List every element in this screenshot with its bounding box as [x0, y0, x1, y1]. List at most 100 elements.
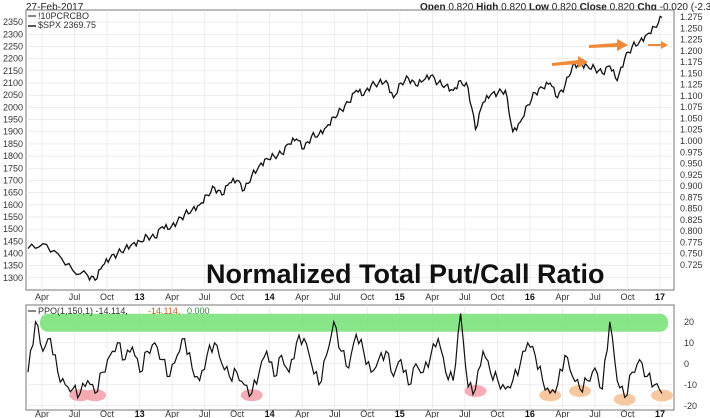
x-tick-label: Jul — [69, 409, 81, 418]
x-tick-label: Apr — [165, 292, 179, 302]
x-tick-label: 17 — [655, 292, 665, 302]
x-tick-label: Jul — [199, 409, 211, 418]
x-tick-label: 13 — [135, 292, 145, 302]
high-value: 0.820 — [501, 2, 527, 13]
x-axis-ppo: Apr Jul Oct 13 Apr Jul Oct 14 Apr Jul Oct 15 Apr Jul O… — [35, 409, 665, 418]
right-tick-label: 0.750 — [680, 249, 703, 259]
y-tick-label: 1400 — [3, 248, 23, 258]
y-tick-label: 1300 — [3, 273, 23, 283]
x-tick-label: 15 — [395, 292, 405, 302]
low-marker — [651, 389, 673, 402]
open-label: Open — [420, 2, 446, 13]
right-tick-label: 1.125 — [680, 80, 703, 90]
right-tick-label: 1.000 — [680, 136, 703, 146]
x-tick-label: Apr — [165, 409, 179, 418]
x-tick-label: 13 — [135, 409, 145, 418]
x-tick-label: Oct — [620, 292, 635, 302]
y-tick-label: 1850 — [3, 139, 23, 149]
y-tick-label: 2250 — [3, 42, 23, 52]
low-marker — [464, 385, 487, 397]
y-tick-label: 1950 — [3, 115, 23, 125]
x-tick-label: Jul — [589, 292, 601, 302]
right-tick-label: 1.275 — [680, 12, 703, 22]
right-tick-label: 1.250 — [680, 23, 703, 33]
x-tick-label: Jul — [69, 292, 81, 302]
x-tick-label: Oct — [490, 409, 505, 418]
x-tick-label: Oct — [100, 292, 115, 302]
x-tick-label: Jul — [459, 292, 471, 302]
x-tick-label: Oct — [230, 409, 245, 418]
ppo-tick-label: -10 — [684, 380, 697, 390]
y-tick-label: 1650 — [3, 188, 23, 198]
x-tick-label: Jul — [459, 409, 471, 418]
ppo-tick-label: 0 — [684, 359, 689, 369]
x-tick-label: Jul — [329, 409, 341, 418]
x-tick-label: Apr — [295, 409, 309, 418]
spx-line — [27, 15, 663, 282]
x-tick-label: Apr — [555, 409, 569, 418]
x-tick-label: 17 — [655, 409, 665, 418]
x-tick-label: 16 — [525, 409, 535, 418]
y-tick-label: 1500 — [3, 224, 23, 234]
y-tick-label: 2300 — [3, 29, 23, 39]
x-tick-label: Oct — [360, 409, 375, 418]
right-tick-label: 1.100 — [680, 91, 703, 101]
x-tick-label: Apr — [35, 292, 49, 302]
low-label: Low — [528, 2, 549, 13]
y-tick-label: 1700 — [3, 175, 23, 185]
ppo-tick-label: 10 — [684, 338, 694, 348]
low-marker — [568, 385, 591, 397]
price-grid — [26, 10, 674, 290]
ppo-tick-label: -20 — [684, 401, 697, 411]
orange-arrow — [589, 39, 628, 51]
x-tick-label: Apr — [425, 292, 439, 302]
ppo-tick-label: 20 — [684, 317, 694, 327]
x-tick-label: Oct — [100, 409, 115, 418]
ppo-line — [27, 313, 663, 400]
orange-arrow — [648, 41, 668, 49]
y-tick-label: 2150 — [3, 66, 23, 76]
low-marker — [539, 389, 562, 402]
right-tick-label: 0.725 — [680, 260, 703, 270]
right-tick-label: 1.050 — [680, 113, 703, 123]
x-tick-label: 16 — [525, 292, 535, 302]
x-tick-label: Apr — [295, 292, 309, 302]
ppo-legend-label: PPO(1,150,1) -14.114, — [38, 306, 128, 316]
highlight-band — [40, 313, 668, 332]
x-tick-label: Jul — [589, 409, 601, 418]
chg-label: Chg — [637, 2, 657, 13]
y-tick-label: 2050 — [3, 90, 23, 100]
y-tick-label: 1550 — [3, 212, 23, 222]
x-tick-label: 14 — [265, 292, 275, 302]
right-tick-label: 1.175 — [680, 57, 703, 67]
right-tick-label: 0.900 — [680, 181, 703, 191]
y-tick-label: 2350 — [3, 17, 23, 27]
y-tick-label: 1350 — [3, 261, 23, 271]
right-tick-label: 1.200 — [680, 46, 703, 56]
x-tick-label: Jul — [329, 292, 341, 302]
x-tick-label: Apr — [425, 409, 439, 418]
high-label: High — [476, 2, 499, 13]
right-tick-label: 0.875 — [680, 192, 703, 202]
y-tick-label: 1750 — [3, 163, 23, 173]
low-markers — [69, 385, 673, 406]
price-legend: !10PCRCBO $SPX 2369.75 — [28, 11, 96, 30]
y-tick-label: 1900 — [3, 127, 23, 137]
x-tick-label: Jul — [199, 292, 211, 302]
ohlc-readout: Open 0.820 High 0.820 Low 0.820 Close 0.… — [420, 2, 710, 13]
x-tick-label: Oct — [230, 292, 245, 302]
right-tick-label: 0.800 — [680, 226, 703, 236]
ppo-axis: 20 10 0 -10 -20 — [684, 317, 697, 411]
right-tick-label: 1.225 — [680, 35, 703, 45]
low-marker — [613, 393, 636, 406]
x-tick-label: 15 — [395, 409, 405, 418]
low-value: 0.820 — [551, 2, 577, 13]
y-tick-label: 2200 — [3, 54, 23, 64]
right-tick-label: 0.850 — [680, 204, 703, 214]
y-tick-label: 2100 — [3, 78, 23, 88]
right-tick-label: 0.825 — [680, 215, 703, 225]
x-tick-label: Oct — [490, 292, 505, 302]
ppo-legend-hist: 0.000 — [187, 306, 210, 316]
right-tick-label: 1.025 — [680, 125, 703, 135]
